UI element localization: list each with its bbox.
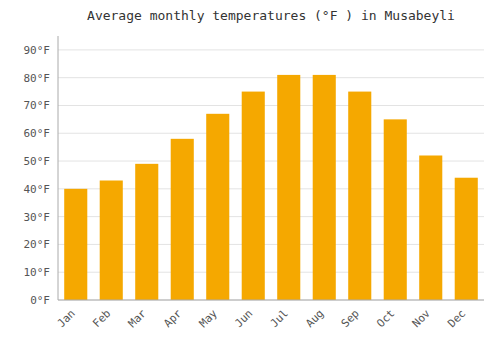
bar <box>135 164 158 300</box>
bar <box>171 139 194 300</box>
x-tick-label: Oct <box>374 307 397 330</box>
y-tick-label: 40°F <box>24 183 51 196</box>
y-tick-label: 10°F <box>24 266 51 279</box>
x-tick-label: May <box>197 307 221 331</box>
x-tick-label: Jan <box>55 307 78 330</box>
bar <box>455 178 478 300</box>
bar <box>64 189 87 300</box>
y-tick-label: 20°F <box>24 238 51 251</box>
grid-line <box>58 105 484 106</box>
y-tick-label: 30°F <box>24 211 51 224</box>
x-tick-label: Dec <box>445 307 468 330</box>
bar <box>313 75 336 300</box>
bars <box>64 75 478 300</box>
x-tick-label: Jun <box>232 307 255 330</box>
x-tick-label: Sep <box>339 307 362 330</box>
x-tick-label: Nov <box>410 307 434 331</box>
chart-title: Average monthly temperatures (°F ) in Mu… <box>87 8 455 23</box>
x-tick-label: Aug <box>303 307 326 330</box>
x-tick-label: Apr <box>161 307 185 331</box>
grid-line <box>58 49 484 50</box>
x-tick-label: Feb <box>90 307 113 330</box>
bar <box>384 119 407 300</box>
grid-line <box>58 133 484 134</box>
y-tick-label: 70°F <box>24 99 51 112</box>
bar <box>419 155 442 300</box>
grid-line <box>58 300 484 301</box>
chart-svg: Average monthly temperatures (°F ) in Mu… <box>0 0 500 350</box>
x-tick-label: Mar <box>126 307 150 331</box>
y-tick-label: 80°F <box>24 72 51 85</box>
bar <box>100 181 123 300</box>
x-axis-line <box>58 300 484 301</box>
bar <box>242 92 265 300</box>
bar <box>277 75 300 300</box>
bar <box>206 114 229 300</box>
x-tick-label: Jul <box>268 307 291 330</box>
y-tick-label: 90°F <box>24 44 51 57</box>
chart-container: Average monthly temperatures (°F ) in Mu… <box>0 0 500 350</box>
y-tick-label: 0°F <box>30 294 50 307</box>
grid <box>58 50 484 300</box>
grid-line <box>58 77 484 78</box>
y-axis-line <box>58 36 59 300</box>
bar <box>348 92 371 300</box>
y-tick-label: 60°F <box>24 127 51 140</box>
y-tick-label: 50°F <box>24 155 51 168</box>
